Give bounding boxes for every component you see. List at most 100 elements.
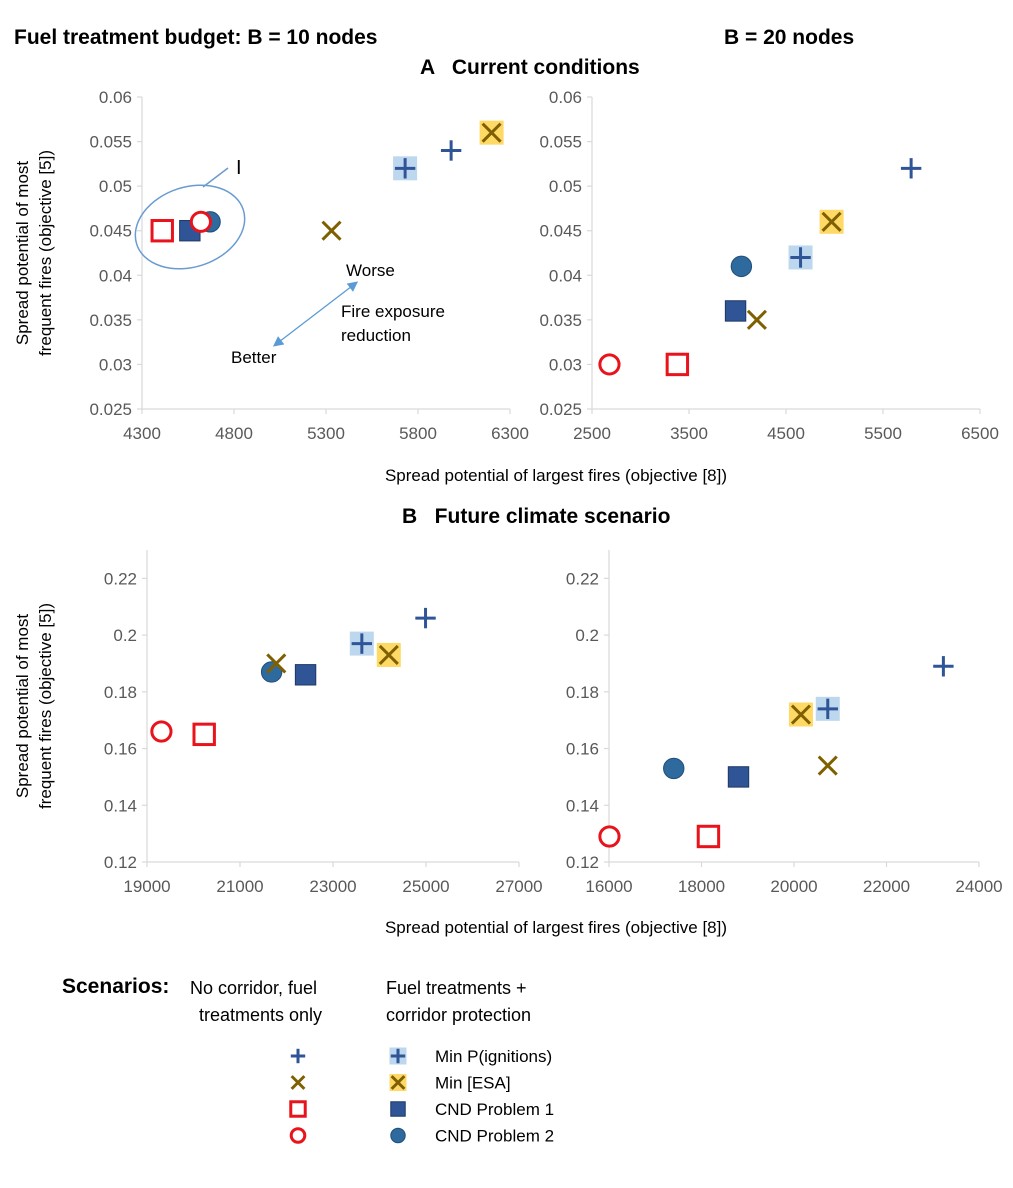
plot-current-b20: 2500 3500 4500 5500 6500 0.025 0.03 0.035 0.04 0.… [539,88,998,443]
x-tick-label: 2500 [573,424,611,443]
budget-20-heading: B = 20 nodes [724,26,854,49]
point-min-esa-corridor [376,642,401,667]
y-axis-label-a-line2: frequent fires (objective [5]) [36,150,55,356]
point-min-p-ignitions-no-corridor [900,158,922,179]
point-cnd-problem-1-no-corridor [150,219,174,243]
x-tick-label: 20000 [770,877,817,896]
annotation-group: I Worse Better Fire exposure reduction [134,157,445,367]
y-tick-label: 0.045 [539,222,582,241]
x-axis-label-a: Spread potential of largest fires (objec… [385,466,727,485]
legend-symbol-min-p-ignitions [290,1048,306,1064]
point-cnd-problem-2-no-corridor [598,825,621,848]
legend: Scenarios: No corridor, fuel treatments … [62,975,554,1146]
x-tick-label: 4500 [767,424,805,443]
legend-symbol-corridor-cnd-problem-1 [390,1101,406,1117]
y-tick-label: 0.22 [104,569,137,588]
legend-col1-line2: treatments only [199,1005,322,1025]
y-tick-label: 0.12 [104,853,137,872]
point-min-esa-no-corridor [321,220,342,241]
y-axis-label-a-line1: Spread potential of most [13,161,32,346]
point-min-p-ignitions-no-corridor [415,607,436,629]
point-min-esa-corridor [479,120,504,145]
point-cnd-problem-2-corridor [730,255,753,278]
y-tick-label: 0.03 [99,355,132,374]
reduction-label: reduction [341,326,411,345]
budget-10-heading: Fuel treatment budget: B = 10 nodes [14,26,377,49]
legend-symbol-cnd-problem-2 [289,1127,307,1144]
legend-label-cnd-problem-2: CND Problem 2 [435,1127,554,1146]
y-tick-label: 0.035 [89,311,132,330]
point-min-p-ignitions-corridor [349,631,374,656]
y-tick-label: 0.14 [566,796,599,815]
cluster-ellipse [134,184,246,270]
panel-b-title: B Future climate scenario [402,505,670,528]
y-tick-label: 0.05 [549,177,582,196]
y-tick-label: 0.16 [104,740,137,759]
y-tick-label: 0.18 [566,683,599,702]
x-tick-label: 19000 [123,877,170,896]
y-tick-label: 0.05 [99,177,132,196]
cluster-label: I [236,157,242,179]
fire-exposure-label: Fire exposure [341,302,445,321]
x-tick-label: 5500 [864,424,902,443]
x-tick-label: 23000 [309,877,356,896]
y-tick-label: 0.16 [566,740,599,759]
y-tick-label: 0.2 [575,626,599,645]
legend-label-cnd-problem-1: CND Problem 1 [435,1100,554,1119]
y-tick-label: 0.2 [113,626,137,645]
y-tick-label: 0.06 [549,88,582,107]
x-tick-label: 25000 [402,877,449,896]
legend-symbol-cnd-problem-1 [289,1100,307,1118]
x-tick-label: 6500 [961,424,999,443]
y-tick-label: 0.035 [539,311,582,330]
x-tick-label: 3500 [670,424,708,443]
legend-symbol-corridor-min-p-ignitions [389,1047,407,1065]
point-cnd-problem-2-corridor [260,661,283,683]
legend-symbol-corridor-min-esa [389,1074,407,1091]
x-tick-label: 22000 [863,877,910,896]
y-tick-label: 0.06 [99,88,132,107]
point-min-p-ignitions-corridor [788,245,813,270]
y-tick-label: 0.045 [89,222,132,241]
point-cnd-problem-1-no-corridor [665,352,690,377]
point-min-esa-corridor [819,209,844,234]
point-cnd-problem-2-no-corridor [598,353,621,376]
y-tick-label: 0.03 [549,355,582,374]
point-min-esa-no-corridor [266,653,287,674]
legend-col2-line1: Fuel treatments + [386,978,527,998]
point-cnd-problem-2-no-corridor [189,210,212,233]
panel-a-title: A Current conditions [420,56,640,79]
legend-col2-line2: corridor protection [386,1005,531,1025]
x-tick-label: 27000 [495,877,542,896]
plot-current-b10: 4300 4800 5300 5800 6300 0.025 0.03 0.035 0.04 0.… [89,88,528,443]
x-tick-label: 24000 [955,877,1002,896]
legend-symbol-corridor-cnd-problem-2 [390,1127,406,1144]
point-min-p-ignitions-no-corridor [933,656,954,677]
point-min-esa-corridor [788,702,813,727]
legend-col1-line1: No corridor, fuel [190,978,317,998]
x-tick-label: 5800 [399,424,437,443]
y-tick-label: 0.04 [549,266,582,285]
y-tick-label: 0.055 [539,133,582,152]
point-min-p-ignitions-corridor [393,156,418,181]
y-tick-label: 0.055 [89,133,132,152]
x-tick-label: 5300 [307,424,345,443]
y-tick-label: 0.025 [89,400,132,419]
legend-symbol-min-esa [290,1075,306,1090]
point-cnd-problem-1-no-corridor [696,824,721,849]
point-min-p-ignitions-corridor [815,696,840,721]
y-tick-label: 0.025 [539,400,582,419]
x-tick-label: 6300 [491,424,529,443]
point-cnd-problem-1-corridor [294,664,317,686]
legend-rows: Min P(ignitions) Min [ESA] CND Problem 1 CN… [289,1047,554,1146]
x-tick-label: 18000 [678,877,725,896]
x-axis-label-b: Spread potential of largest fires (objec… [385,918,727,937]
x-tick-label: 21000 [216,877,263,896]
x-tick-label: 4800 [215,424,253,443]
y-tick-label: 0.12 [566,853,599,872]
direction-arrow [272,281,359,347]
y-axis-label-a: Spread potential of most frequent fires … [13,150,55,356]
y-tick-label: 0.04 [99,266,132,285]
point-cnd-problem-1-corridor [727,766,750,788]
